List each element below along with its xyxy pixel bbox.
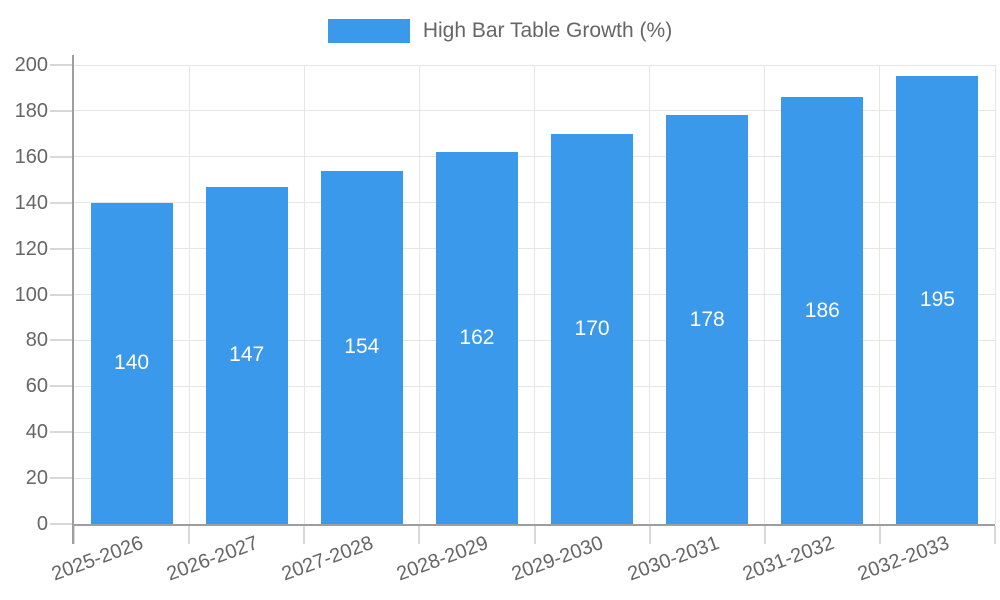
y-axis-tick: [50, 201, 74, 204]
x-axis-tick: [303, 526, 306, 544]
legend-color-swatch: [327, 19, 410, 43]
x-axis-line: [72, 524, 995, 526]
y-axis-tick: [50, 109, 74, 112]
y-axis-tick-label: 120: [14, 237, 48, 260]
bar-value-label: 170: [574, 316, 610, 340]
y-axis-tick-label: 0: [36, 513, 48, 535]
y-axis-tick-label: 160: [14, 145, 48, 168]
y-axis-tick: [50, 293, 74, 296]
y-axis-tick: [50, 155, 74, 158]
y-axis-tick: [50, 523, 74, 525]
gridline: [188, 65, 190, 524]
bar[interactable]: [90, 202, 173, 524]
y-axis-line: [72, 55, 74, 544]
x-axis-tick-label: 2032-2033: [854, 532, 952, 586]
y-axis-tick-label: 200: [14, 54, 48, 76]
x-axis-tick: [533, 526, 536, 544]
bar-value-label: 154: [344, 335, 380, 359]
legend-label: High Bar Table Growth (%): [422, 19, 673, 42]
bar-value-label: 178: [689, 307, 725, 331]
x-axis-tick: [73, 526, 75, 544]
y-axis-tick: [50, 339, 74, 342]
bar[interactable]: [205, 186, 288, 524]
gridline: [879, 65, 881, 524]
y-axis-tick: [50, 247, 74, 250]
bar-value-label: 195: [919, 288, 955, 312]
x-axis-tick-label: 2031-2032: [739, 532, 837, 586]
bar[interactable]: [666, 115, 749, 524]
x-axis-tick-label: 2027-2028: [278, 532, 377, 586]
x-axis-tick-label: 2025-2026: [48, 532, 147, 586]
bar-value-label: 162: [459, 326, 495, 350]
bar[interactable]: [435, 152, 518, 524]
bar[interactable]: [781, 97, 864, 524]
gridline: [418, 65, 420, 524]
bar-value-label: 140: [114, 351, 150, 375]
gridline: [649, 65, 651, 524]
gridline: [534, 65, 535, 524]
y-axis-tick-label: 80: [25, 329, 48, 352]
gridline: [994, 65, 996, 524]
bar[interactable]: [551, 133, 634, 524]
bar[interactable]: [896, 76, 979, 524]
x-axis-tick: [648, 526, 651, 544]
y-axis-tick-label: 180: [14, 99, 48, 122]
y-axis-tick-label: 40: [25, 421, 48, 444]
chart-legend[interactable]: High Bar Table Growth (%): [0, 18, 1000, 44]
gridline: [303, 65, 305, 524]
bar-value-label: 147: [229, 343, 265, 367]
y-axis-tick: [50, 64, 74, 66]
y-axis-tick-label: 100: [14, 283, 48, 306]
bar[interactable]: [320, 170, 403, 524]
y-axis-tick-label: 60: [25, 375, 48, 398]
x-axis-tick: [878, 526, 881, 544]
gridline: [764, 65, 766, 524]
y-axis-tick-label: 20: [25, 467, 48, 490]
y-axis-tick-label: 140: [14, 191, 48, 214]
x-axis-tick: [418, 526, 421, 544]
y-axis-tick: [50, 385, 74, 388]
x-axis-tick-label: 2026-2027: [163, 532, 262, 586]
x-axis-tick: [763, 526, 766, 544]
x-axis-tick-label: 2028-2029: [394, 532, 492, 586]
bar-value-label: 186: [804, 298, 840, 322]
y-axis-tick: [50, 431, 74, 434]
x-axis-tick: [188, 526, 191, 544]
x-axis-tick: [994, 526, 996, 544]
x-axis-tick-label: 2030-2031: [624, 532, 722, 586]
x-axis-tick-label: 2029-2030: [509, 532, 607, 586]
y-axis-tick: [50, 477, 74, 480]
